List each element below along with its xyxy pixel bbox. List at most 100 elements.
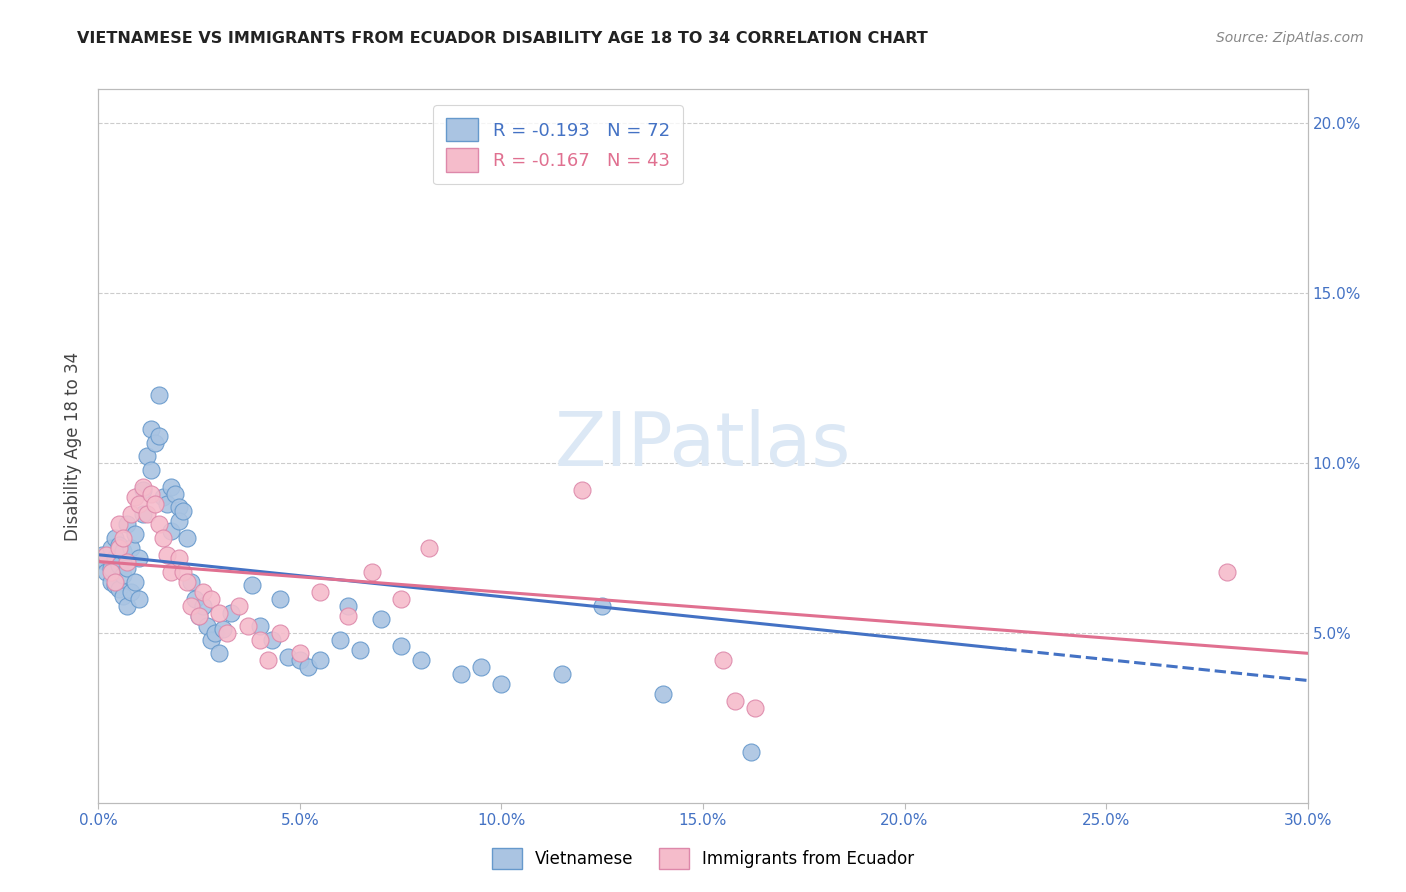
Point: [115, 561, 138, 575]
Point: [349, 643, 371, 657]
Point: [277, 649, 299, 664]
Point: [551, 666, 574, 681]
Point: [200, 591, 222, 606]
Point: [107, 582, 129, 596]
Y-axis label: Disability Age 18 to 34: Disability Age 18 to 34: [65, 351, 83, 541]
Point: [120, 585, 142, 599]
Point: [100, 561, 122, 575]
Point: [160, 524, 183, 538]
Point: [470, 660, 492, 674]
Point: [103, 551, 125, 566]
Point: [156, 497, 179, 511]
Point: [96, 548, 118, 562]
Point: [389, 640, 412, 654]
Point: [91, 548, 114, 562]
Text: Source: ZipAtlas.com: Source: ZipAtlas.com: [1216, 31, 1364, 45]
Text: VIETNAMESE VS IMMIGRANTS FROM ECUADOR DISABILITY AGE 18 TO 34 CORRELATION CHART: VIETNAMESE VS IMMIGRANTS FROM ECUADOR DI…: [77, 31, 928, 46]
Point: [370, 612, 392, 626]
Point: [132, 483, 155, 498]
Point: [1216, 565, 1239, 579]
Point: [139, 422, 162, 436]
Point: [193, 585, 215, 599]
Point: [103, 531, 125, 545]
Point: [100, 565, 122, 579]
Point: [200, 632, 222, 647]
Point: [152, 490, 174, 504]
Point: [184, 591, 207, 606]
Legend: R = -0.193   N = 72, R = -0.167   N = 43: R = -0.193 N = 72, R = -0.167 N = 43: [433, 105, 682, 185]
Point: [260, 632, 283, 647]
Point: [143, 497, 166, 511]
Point: [120, 507, 142, 521]
Point: [740, 745, 762, 759]
Point: [240, 578, 263, 592]
Point: [288, 646, 311, 660]
Text: ZIPatlas: ZIPatlas: [555, 409, 851, 483]
Point: [143, 435, 166, 450]
Point: [204, 626, 226, 640]
Point: [172, 565, 194, 579]
Point: [256, 653, 278, 667]
Point: [103, 574, 125, 589]
Point: [167, 500, 190, 515]
Point: [249, 619, 271, 633]
Point: [176, 531, 198, 545]
Point: [128, 551, 150, 566]
Point: [228, 599, 250, 613]
Point: [221, 606, 243, 620]
Point: [139, 463, 162, 477]
Point: [103, 578, 125, 592]
Point: [208, 606, 231, 620]
Point: [156, 548, 179, 562]
Point: [249, 632, 271, 647]
Point: [107, 558, 129, 572]
Point: [115, 517, 138, 532]
Point: [128, 497, 150, 511]
Point: [409, 653, 432, 667]
Point: [111, 568, 134, 582]
Point: [176, 574, 198, 589]
Point: [160, 480, 183, 494]
Point: [124, 527, 146, 541]
Point: [724, 694, 747, 708]
Point: [172, 503, 194, 517]
Point: [450, 666, 472, 681]
Point: [236, 619, 259, 633]
Point: [160, 565, 183, 579]
Point: [491, 677, 513, 691]
Point: [107, 537, 129, 551]
Point: [418, 541, 440, 555]
Point: [188, 608, 211, 623]
Point: [148, 517, 170, 532]
Point: [269, 591, 291, 606]
Point: [111, 589, 134, 603]
Point: [124, 490, 146, 504]
Point: [115, 599, 138, 613]
Point: [180, 574, 202, 589]
Legend: Vietnamese, Immigrants from Ecuador: Vietnamese, Immigrants from Ecuador: [482, 838, 924, 880]
Point: [208, 646, 231, 660]
Point: [309, 653, 332, 667]
Point: [107, 517, 129, 532]
Point: [744, 700, 766, 714]
Point: [167, 514, 190, 528]
Point: [193, 599, 215, 613]
Point: [337, 608, 360, 623]
Point: [96, 565, 118, 579]
Point: [180, 599, 202, 613]
Point: [135, 507, 157, 521]
Point: [288, 653, 311, 667]
Point: [124, 574, 146, 589]
Point: [96, 555, 118, 569]
Point: [132, 507, 155, 521]
Point: [711, 653, 734, 667]
Point: [100, 574, 122, 589]
Point: [188, 608, 211, 623]
Point: [269, 626, 291, 640]
Point: [212, 623, 235, 637]
Point: [111, 544, 134, 558]
Point: [163, 486, 186, 500]
Point: [135, 449, 157, 463]
Point: [361, 565, 384, 579]
Point: [651, 687, 673, 701]
